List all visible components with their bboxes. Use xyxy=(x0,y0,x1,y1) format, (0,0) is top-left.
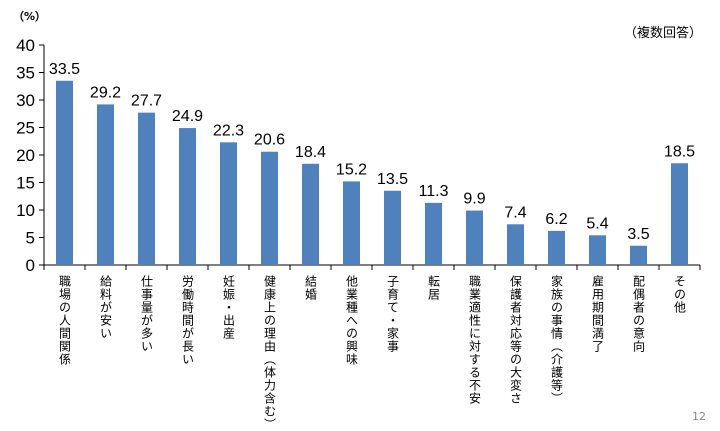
y-tick-label: 20 xyxy=(16,146,35,165)
data-label: 20.6 xyxy=(254,132,285,149)
x-category-label: 結婚 xyxy=(304,275,318,301)
y-tick-label: 10 xyxy=(16,201,35,220)
multiple-answer-note: （複数回答） xyxy=(623,26,702,41)
data-label: 29.2 xyxy=(90,84,121,101)
data-label: 18.5 xyxy=(664,143,695,160)
page-number: 12 xyxy=(692,410,706,423)
data-label: 9.9 xyxy=(463,191,485,208)
x-category-label: 家族の事情（介護等） xyxy=(550,274,564,405)
data-label: 11.3 xyxy=(419,183,449,200)
x-category-label: 雇用期間満了 xyxy=(591,274,605,353)
bar xyxy=(548,230,565,265)
data-label: 15.2 xyxy=(336,161,367,178)
bar xyxy=(384,190,401,265)
data-label: 27.7 xyxy=(131,93,162,110)
data-label: 5.4 xyxy=(586,215,608,232)
x-category-label: 転居 xyxy=(427,275,441,301)
data-label: 7.4 xyxy=(504,204,526,221)
x-category-label: 妊娠・出産 xyxy=(222,275,236,340)
y-axis-unit-label: （%） xyxy=(13,10,47,23)
x-category-label: 保護者対応等の大変さ xyxy=(509,275,523,405)
y-tick-label: 40 xyxy=(16,36,35,55)
x-category-label: 職業適性に対する不安 xyxy=(468,275,482,405)
x-category-label: 労働時間が長い xyxy=(181,275,195,366)
x-category-label: 子育て・家事 xyxy=(386,275,400,353)
bar xyxy=(630,245,647,265)
x-category-label: 職場の人間関係 xyxy=(58,275,72,366)
bar xyxy=(466,210,483,265)
x-category-label: 給料が安い xyxy=(99,275,113,340)
x-category-label: 配偶者の意向 xyxy=(632,275,646,353)
x-category-label: 仕事量が多い xyxy=(140,275,154,353)
bar xyxy=(425,202,442,265)
y-tick-label: 30 xyxy=(16,91,35,110)
bar xyxy=(671,163,688,265)
y-tick-label: 0 xyxy=(26,256,35,275)
bar xyxy=(220,142,237,265)
x-category-label: その他 xyxy=(673,275,687,314)
data-label: 13.5 xyxy=(377,171,408,188)
bar xyxy=(507,224,524,265)
x-category-label: 健康上の理由（体力含む） xyxy=(263,275,277,431)
y-tick-label: 25 xyxy=(16,119,35,138)
data-label: 24.9 xyxy=(172,108,203,125)
y-tick-label: 35 xyxy=(16,64,35,83)
bar xyxy=(343,181,360,265)
bar xyxy=(138,112,155,266)
data-label: 6.2 xyxy=(545,211,567,228)
bar xyxy=(56,80,73,265)
x-category-label: 他業種への興味 xyxy=(345,275,359,366)
bar xyxy=(179,128,196,265)
y-tick-label: 15 xyxy=(16,174,35,193)
bar xyxy=(302,163,319,265)
bar xyxy=(261,151,278,265)
data-label: 22.3 xyxy=(213,122,244,139)
data-label: 33.5 xyxy=(49,61,80,78)
bar xyxy=(589,235,606,265)
bar xyxy=(97,104,114,266)
data-label: 3.5 xyxy=(627,226,649,243)
y-tick-label: 5 xyxy=(26,229,35,248)
data-label: 18.4 xyxy=(295,144,326,161)
